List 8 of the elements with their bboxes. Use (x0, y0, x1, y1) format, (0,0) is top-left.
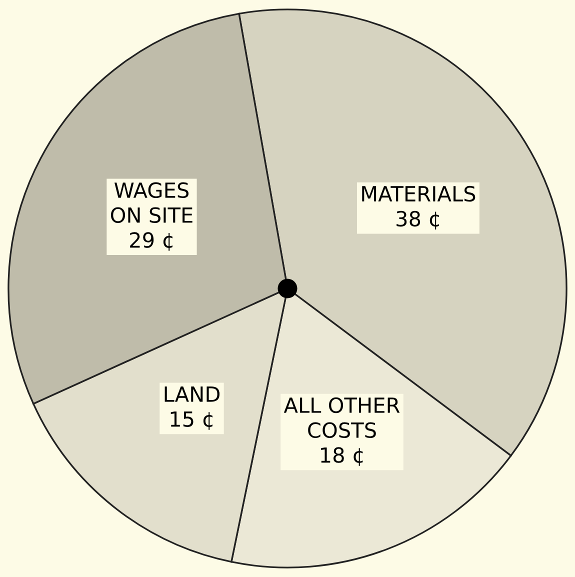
slice-label: MATERIALS (362, 186, 476, 202)
data-label: 38 ¢ (396, 210, 439, 230)
slice-label: WAGES ON SITE (110, 182, 192, 223)
slice-label: LAND (164, 386, 220, 402)
data-label: 29 ¢ (130, 232, 172, 251)
slice-label: ALL OTHER COSTS (284, 397, 400, 438)
data-label: 15 ¢ (170, 411, 212, 430)
data-label: 18 ¢ (321, 447, 363, 466)
